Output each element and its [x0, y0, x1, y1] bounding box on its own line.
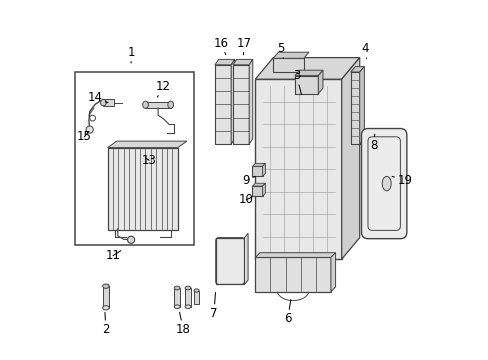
Bar — [350, 72, 359, 144]
Text: 5: 5 — [276, 42, 284, 59]
Polygon shape — [255, 253, 335, 257]
Ellipse shape — [185, 286, 190, 290]
Circle shape — [127, 236, 134, 243]
Text: 12: 12 — [156, 80, 171, 97]
Text: 6: 6 — [284, 300, 291, 325]
Text: 11: 11 — [105, 249, 121, 262]
Bar — [255, 257, 330, 292]
Text: 8: 8 — [369, 134, 377, 152]
Text: 13: 13 — [142, 154, 156, 167]
Polygon shape — [252, 183, 265, 186]
Ellipse shape — [185, 305, 190, 309]
Bar — [294, 76, 318, 94]
Bar — [255, 79, 341, 259]
Polygon shape — [262, 183, 265, 196]
Polygon shape — [359, 67, 364, 144]
Text: 18: 18 — [176, 312, 190, 336]
Polygon shape — [255, 58, 359, 79]
Polygon shape — [262, 163, 265, 176]
Ellipse shape — [102, 306, 109, 310]
Ellipse shape — [174, 286, 180, 290]
Polygon shape — [249, 59, 252, 144]
Bar — [215, 65, 231, 144]
Polygon shape — [318, 70, 322, 94]
Polygon shape — [350, 67, 364, 72]
Polygon shape — [294, 70, 322, 76]
Ellipse shape — [102, 284, 109, 288]
Bar — [194, 291, 199, 304]
Text: 16: 16 — [213, 37, 228, 55]
Bar — [232, 65, 249, 144]
Text: 7: 7 — [210, 293, 217, 320]
Ellipse shape — [142, 101, 148, 108]
Polygon shape — [341, 58, 359, 259]
Text: 15: 15 — [77, 130, 92, 143]
Bar — [273, 58, 303, 72]
Text: 17: 17 — [237, 37, 251, 55]
Bar — [103, 99, 114, 106]
Polygon shape — [252, 163, 265, 166]
Ellipse shape — [174, 305, 180, 309]
Bar — [102, 286, 109, 308]
Ellipse shape — [382, 176, 390, 191]
Ellipse shape — [167, 101, 173, 108]
Ellipse shape — [101, 99, 106, 106]
Text: 3: 3 — [292, 69, 301, 95]
Text: 4: 4 — [361, 42, 368, 58]
Text: 19: 19 — [391, 174, 411, 186]
Text: 1: 1 — [127, 46, 135, 63]
FancyBboxPatch shape — [361, 129, 406, 239]
Polygon shape — [273, 52, 308, 58]
Polygon shape — [231, 59, 234, 144]
Ellipse shape — [194, 289, 199, 292]
Polygon shape — [330, 253, 335, 292]
Circle shape — [86, 126, 93, 133]
Bar — [185, 288, 190, 307]
Text: 10: 10 — [238, 193, 253, 206]
Bar — [145, 102, 170, 108]
Bar — [252, 166, 262, 176]
Text: 2: 2 — [102, 312, 109, 336]
Bar — [75, 72, 194, 245]
Text: 14: 14 — [87, 91, 107, 104]
Polygon shape — [215, 59, 234, 65]
Text: 9: 9 — [242, 174, 255, 186]
Polygon shape — [244, 233, 247, 284]
Polygon shape — [232, 59, 252, 65]
Bar — [174, 288, 180, 307]
Polygon shape — [107, 141, 186, 148]
Bar — [215, 238, 244, 284]
Bar — [252, 186, 262, 196]
Bar — [107, 148, 178, 230]
